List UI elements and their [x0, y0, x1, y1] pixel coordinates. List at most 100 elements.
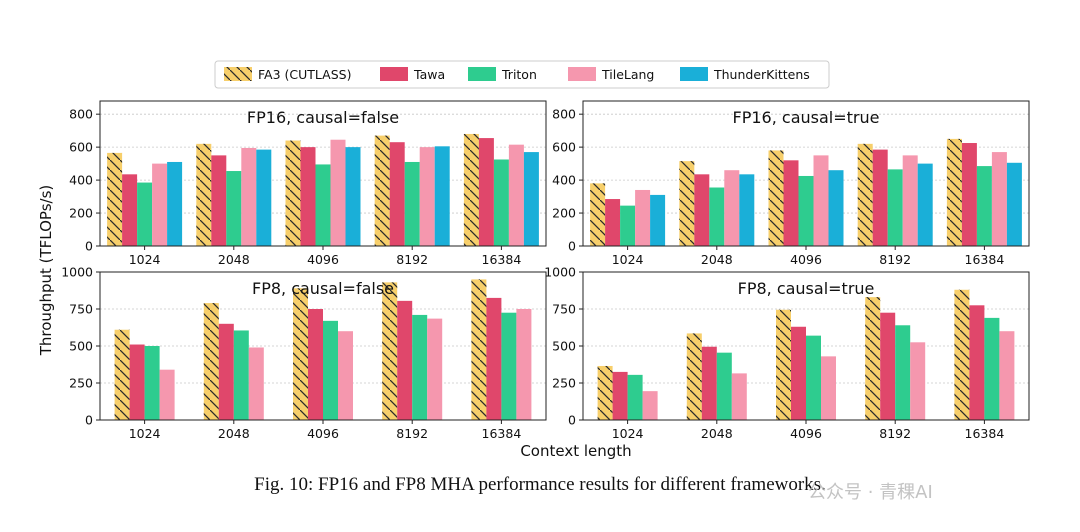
y-tick-label: 1000 — [544, 265, 576, 280]
y-tick-label: 250 — [69, 376, 93, 391]
legend-label-fa3-cutlass: FA3 (CUTLASS) — [258, 67, 351, 82]
bar-tawa-8192 — [872, 149, 888, 246]
bar-triton-8192 — [404, 161, 420, 246]
plot-frame — [582, 100, 1030, 247]
bar-tilelang-8192 — [902, 155, 918, 246]
bar-hatch-fa3-cutlass-8192 — [865, 297, 881, 420]
x-tick-label: 1024 — [612, 252, 644, 267]
bar-tilelang-4096 — [338, 331, 353, 420]
bar-hatch-fa3-cutlass-2048 — [196, 143, 212, 246]
bar-triton-16384 — [984, 317, 1000, 420]
bar-thunderkittens-1024 — [167, 161, 183, 246]
bar-tilelang-2048 — [731, 373, 747, 420]
legend-swatch-hatch — [224, 67, 252, 81]
bar-tilelang-8192 — [910, 342, 926, 420]
y-tick-label: 1000 — [61, 265, 93, 280]
y-tick-label: 800 — [69, 107, 93, 122]
x-tick-label: 1024 — [129, 426, 161, 441]
bar-tilelang-1024 — [635, 189, 651, 246]
bar-tilelang-16384 — [991, 152, 1007, 246]
panel-title: FP8, causal=true — [738, 279, 875, 298]
y-tick-label: 0 — [568, 413, 576, 428]
bar-thunderkittens-8192 — [434, 146, 450, 246]
legend-swatch-triton — [468, 67, 496, 81]
x-tick-label: 1024 — [129, 252, 161, 267]
bar-thunderkittens-16384 — [523, 152, 539, 246]
bar-tawa-4096 — [783, 160, 799, 246]
bar-thunderkittens-2048 — [739, 174, 755, 246]
bar-thunderkittens-2048 — [256, 149, 272, 246]
x-tick-label: 8192 — [879, 252, 911, 267]
bar-hatch-fa3-cutlass-2048 — [679, 161, 695, 246]
bar-hatch-fa3-cutlass-8192 — [382, 282, 398, 420]
bar-tawa-16384 — [969, 305, 985, 420]
bar-triton-8192 — [895, 325, 911, 420]
bar-triton-1024 — [627, 374, 643, 420]
bar-hatch-fa3-cutlass-1024 — [114, 329, 130, 420]
y-axis-label: Throughput (TFLOPs/s) — [37, 185, 55, 357]
bar-triton-2048 — [709, 187, 725, 246]
x-tick-label: 16384 — [965, 426, 1005, 441]
x-tick-label: 2048 — [218, 252, 250, 267]
bar-triton-4096 — [315, 164, 331, 246]
y-tick-label: 500 — [552, 339, 576, 354]
bar-tilelang-16384 — [516, 309, 532, 420]
bar-thunderkittens-16384 — [1006, 162, 1022, 246]
bar-tawa-1024 — [612, 371, 628, 420]
bar-triton-4096 — [798, 175, 814, 246]
bar-hatch-fa3-cutlass-16384 — [463, 133, 479, 246]
legend-label-tawa: Tawa — [413, 67, 445, 82]
legend-label-thunderkittens: ThunderKittens — [713, 67, 810, 82]
bar-triton-2048 — [716, 352, 732, 420]
bar-hatch-fa3-cutlass-1024 — [597, 365, 613, 420]
bar-thunderkittens-4096 — [828, 170, 844, 246]
bar-tilelang-4096 — [821, 356, 836, 420]
bar-tawa-16384 — [486, 297, 502, 420]
bar-triton-1024 — [144, 346, 160, 420]
bar-thunderkittens-4096 — [345, 147, 361, 246]
bar-triton-4096 — [323, 320, 338, 420]
y-tick-label: 250 — [552, 376, 576, 391]
y-tick-label: 750 — [552, 302, 576, 317]
bar-hatch-fa3-cutlass-4096 — [293, 288, 308, 420]
y-tick-label: 800 — [552, 107, 576, 122]
y-tick-label: 600 — [552, 140, 576, 155]
y-tick-label: 750 — [69, 302, 93, 317]
bar-hatch-fa3-cutlass-16384 — [954, 289, 970, 420]
bar-thunderkittens-1024 — [650, 194, 666, 246]
x-tick-label: 8192 — [879, 426, 911, 441]
bar-tilelang-2048 — [724, 170, 740, 246]
bar-tawa-4096 — [308, 309, 323, 420]
x-axis-label: Context length — [520, 442, 631, 460]
y-tick-label: 0 — [85, 413, 93, 428]
y-tick-label: 0 — [85, 239, 93, 254]
plot-frame — [99, 271, 547, 421]
x-tick-label: 1024 — [612, 426, 644, 441]
figure-caption: Fig. 10: FP16 and FP8 MHA performance re… — [254, 474, 826, 495]
bar-hatch-fa3-cutlass-4096 — [776, 309, 791, 420]
x-tick-label: 8192 — [396, 426, 428, 441]
bar-tawa-1024 — [122, 174, 138, 246]
bar-triton-8192 — [412, 314, 428, 420]
bar-triton-1024 — [620, 205, 636, 246]
x-tick-label: 4096 — [790, 252, 822, 267]
bar-triton-16384 — [976, 166, 992, 246]
bar-tawa-8192 — [397, 300, 413, 420]
panel-title: FP16, causal=true — [733, 108, 880, 127]
bar-triton-16384 — [501, 312, 517, 420]
bar-tilelang-1024 — [642, 391, 658, 420]
y-tick-label: 400 — [552, 173, 576, 188]
y-tick-label: 400 — [69, 173, 93, 188]
y-tick-label: 200 — [69, 206, 93, 221]
bar-tawa-4096 — [791, 326, 806, 420]
bar-tilelang-16384 — [508, 144, 524, 246]
x-tick-label: 4096 — [790, 426, 822, 441]
x-tick-label: 2048 — [218, 426, 250, 441]
x-tick-label: 16384 — [482, 252, 522, 267]
bar-triton-2048 — [233, 330, 249, 420]
watermark: 公众号 · 青稞AI — [808, 482, 933, 503]
bar-hatch-fa3-cutlass-8192 — [374, 135, 390, 246]
bar-tawa-8192 — [389, 142, 405, 246]
legend: FA3 (CUTLASS) Tawa Triton TileLang ThunderKi… — [214, 60, 830, 89]
